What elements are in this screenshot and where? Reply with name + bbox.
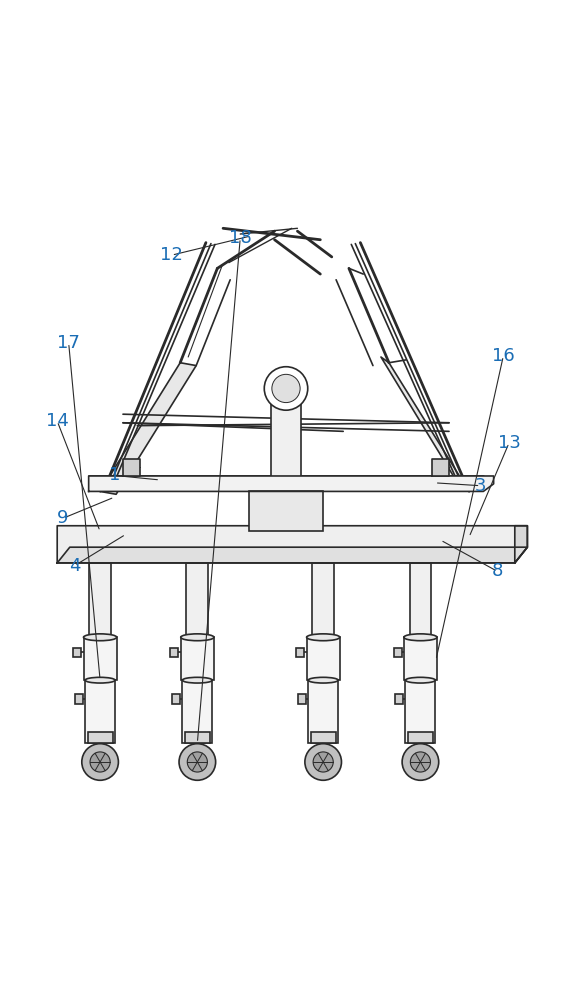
- Text: 17: 17: [57, 334, 80, 352]
- FancyBboxPatch shape: [172, 694, 180, 704]
- Text: 13: 13: [498, 434, 521, 452]
- FancyBboxPatch shape: [404, 637, 437, 680]
- Text: 12: 12: [160, 246, 183, 264]
- FancyBboxPatch shape: [181, 637, 214, 680]
- Text: 18: 18: [229, 229, 252, 247]
- Polygon shape: [89, 476, 494, 491]
- Ellipse shape: [404, 634, 437, 641]
- Circle shape: [272, 374, 300, 403]
- FancyBboxPatch shape: [182, 680, 212, 743]
- Text: 9: 9: [57, 509, 69, 527]
- FancyBboxPatch shape: [88, 732, 113, 743]
- Circle shape: [313, 752, 333, 772]
- Polygon shape: [381, 357, 469, 491]
- FancyBboxPatch shape: [311, 732, 336, 743]
- Text: 1: 1: [109, 466, 120, 484]
- Circle shape: [410, 752, 431, 772]
- FancyBboxPatch shape: [185, 732, 210, 743]
- FancyBboxPatch shape: [307, 637, 340, 680]
- Circle shape: [264, 367, 308, 410]
- Polygon shape: [100, 363, 196, 494]
- Text: 4: 4: [69, 557, 80, 575]
- FancyBboxPatch shape: [394, 648, 402, 657]
- Text: 14: 14: [46, 412, 69, 430]
- Polygon shape: [432, 459, 449, 476]
- Circle shape: [187, 752, 208, 772]
- FancyBboxPatch shape: [408, 732, 433, 743]
- FancyBboxPatch shape: [73, 648, 81, 657]
- FancyBboxPatch shape: [170, 648, 178, 657]
- FancyBboxPatch shape: [75, 694, 83, 704]
- Circle shape: [82, 744, 118, 780]
- Text: 16: 16: [492, 347, 515, 365]
- Ellipse shape: [181, 634, 214, 641]
- FancyBboxPatch shape: [85, 680, 115, 743]
- FancyBboxPatch shape: [298, 694, 306, 704]
- Circle shape: [179, 744, 216, 780]
- Circle shape: [402, 744, 439, 780]
- Text: 8: 8: [492, 562, 503, 580]
- Ellipse shape: [85, 677, 115, 683]
- Ellipse shape: [308, 677, 338, 683]
- FancyBboxPatch shape: [312, 563, 334, 637]
- FancyBboxPatch shape: [89, 563, 111, 637]
- Circle shape: [90, 752, 110, 772]
- FancyBboxPatch shape: [308, 680, 338, 743]
- FancyBboxPatch shape: [84, 637, 117, 680]
- FancyBboxPatch shape: [186, 563, 208, 637]
- FancyBboxPatch shape: [271, 388, 301, 491]
- Polygon shape: [515, 526, 527, 563]
- Polygon shape: [57, 547, 527, 563]
- Polygon shape: [57, 526, 527, 563]
- Ellipse shape: [182, 677, 212, 683]
- Ellipse shape: [84, 634, 117, 641]
- FancyBboxPatch shape: [406, 680, 435, 743]
- FancyBboxPatch shape: [395, 694, 403, 704]
- Polygon shape: [123, 459, 140, 476]
- FancyBboxPatch shape: [296, 648, 304, 657]
- Ellipse shape: [307, 634, 340, 641]
- Ellipse shape: [406, 677, 435, 683]
- Circle shape: [305, 744, 341, 780]
- Text: 3: 3: [475, 477, 486, 495]
- FancyBboxPatch shape: [249, 491, 323, 531]
- FancyBboxPatch shape: [410, 563, 431, 637]
